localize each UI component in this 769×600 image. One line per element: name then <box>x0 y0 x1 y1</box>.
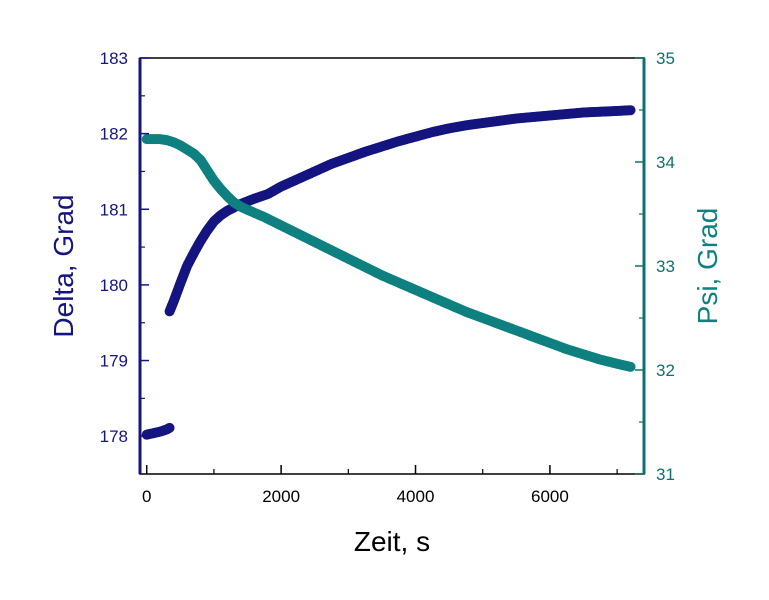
left-y-tick-label: 181 <box>100 200 128 219</box>
axis-ticks: 0 2000 4000 6000 178 179 180 181 182 183 31 32 33 34 3… <box>100 49 675 506</box>
right-y-tick-label: 32 <box>656 361 675 380</box>
data-point <box>625 105 636 116</box>
left-y-tick-label: 180 <box>100 276 128 295</box>
left-y-tick-label: 183 <box>100 49 128 68</box>
series-3 <box>141 134 636 372</box>
plot-frame <box>139 57 645 475</box>
right-y-tick-label: 34 <box>656 153 675 172</box>
data-points <box>141 105 636 440</box>
left-y-tick-label: 182 <box>100 125 128 144</box>
right-y-axis-title: Psi, Grad <box>692 208 723 325</box>
series-1 <box>141 422 175 440</box>
series-2 <box>164 105 636 317</box>
left-y-tick-label: 178 <box>100 427 128 446</box>
left-y-tick-label: 179 <box>100 352 128 371</box>
x-tick-label: 0 <box>142 487 151 506</box>
right-y-tick-label: 35 <box>656 49 675 68</box>
data-point <box>625 361 636 372</box>
right-y-tick-label: 31 <box>656 465 675 484</box>
x-axis-title: Zeit, s <box>354 526 430 557</box>
x-tick-label: 6000 <box>531 487 569 506</box>
left-y-axis-title: Delta, Grad <box>48 194 79 337</box>
x-tick-label: 2000 <box>262 487 300 506</box>
x-tick-label: 4000 <box>397 487 435 506</box>
data-point <box>164 422 175 433</box>
right-y-tick-label: 33 <box>656 257 675 276</box>
